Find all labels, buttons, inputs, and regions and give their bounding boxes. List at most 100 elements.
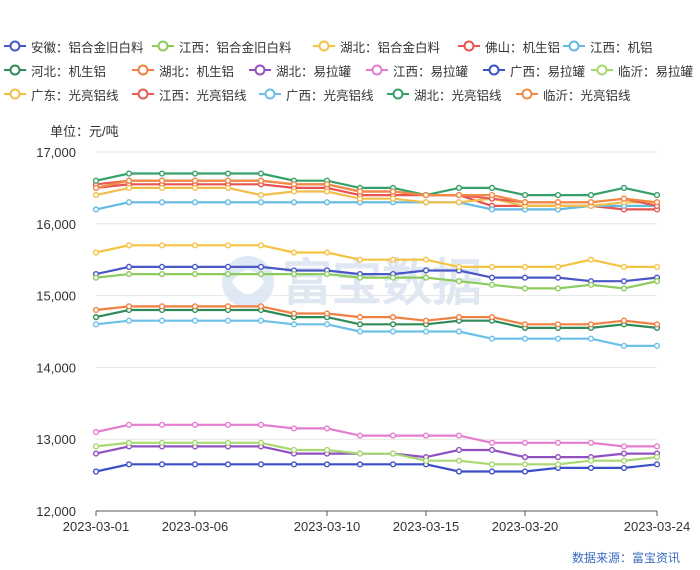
series-line xyxy=(95,186,657,207)
series xyxy=(92,270,661,292)
data-point xyxy=(92,468,100,475)
data-point xyxy=(125,177,133,184)
data-point xyxy=(224,263,232,270)
data-point xyxy=(389,461,397,468)
legend-label: 广西：易拉罐 xyxy=(510,64,586,79)
data-point xyxy=(125,242,133,249)
legend-label: 河北：机生铝 xyxy=(31,64,107,79)
data-point xyxy=(158,461,166,468)
legend-item[interactable]: 湖北：铝合金白料 xyxy=(313,36,440,56)
data-point xyxy=(554,321,562,328)
legend-label: 湖北：易拉罐 xyxy=(276,64,352,79)
legend-label: 江西：易拉罐 xyxy=(393,64,469,79)
data-point xyxy=(620,184,628,192)
data-point xyxy=(653,278,661,285)
legend-item[interactable]: 江西：光亮铝线 xyxy=(132,84,247,104)
data-point xyxy=(290,310,298,317)
legend-line-circle-icon xyxy=(152,40,174,52)
legend-item[interactable]: 河北：机生铝 xyxy=(4,60,106,80)
data-point xyxy=(224,242,232,249)
data-point xyxy=(422,457,430,464)
series-line xyxy=(95,201,657,211)
data-point xyxy=(224,439,232,446)
legend-item[interactable]: 湖北：机生铝 xyxy=(132,60,234,80)
data-point xyxy=(257,177,265,184)
data-point xyxy=(158,199,166,206)
legend-item[interactable]: 广东：光亮铝线 xyxy=(4,84,119,104)
data-point xyxy=(653,443,661,450)
data-point xyxy=(587,439,595,446)
data-point xyxy=(488,191,496,199)
legend-item[interactable]: 佛山：机生铝 xyxy=(458,36,560,56)
series-line xyxy=(95,308,658,329)
data-point xyxy=(356,321,364,328)
data-point xyxy=(323,310,331,317)
data-point xyxy=(521,285,529,292)
legend-item[interactable]: 临沂：易拉罐 xyxy=(591,60,693,80)
legend-label: 湖北：光亮铝线 xyxy=(414,88,502,103)
data-point xyxy=(653,321,661,328)
data-point xyxy=(356,274,364,281)
data-point xyxy=(389,314,397,321)
data-point xyxy=(191,184,199,192)
data-point xyxy=(290,461,298,468)
data-source-note: 数据来源：富宝资讯 xyxy=(571,551,680,565)
y-tick-label: 15,000 xyxy=(36,289,76,304)
legend-label: 佛山：机生铝 xyxy=(485,40,561,55)
data-point xyxy=(521,335,529,342)
legend-label: 江西：铝合金旧白料 xyxy=(179,40,292,55)
data-point xyxy=(587,335,595,342)
legend-item[interactable]: 江西：机铝 xyxy=(563,36,653,56)
data-point xyxy=(257,421,265,428)
data-point xyxy=(389,328,397,335)
data-point xyxy=(389,432,397,439)
data-point xyxy=(125,184,133,192)
legend-item[interactable]: 广西：光亮铝线 xyxy=(259,84,374,104)
data-point xyxy=(158,303,166,310)
data-point xyxy=(455,199,463,206)
data-point xyxy=(389,321,397,328)
data-point xyxy=(521,199,529,206)
data-point xyxy=(158,270,166,278)
data-point xyxy=(224,317,232,324)
data-point xyxy=(521,263,529,270)
data-point xyxy=(488,274,496,281)
data-point xyxy=(191,263,199,270)
data-point xyxy=(422,267,430,274)
data-point xyxy=(389,195,397,202)
legend-line-circle-icon xyxy=(458,40,480,52)
data-point xyxy=(488,281,496,288)
legend-item[interactable]: 江西：铝合金旧白料 xyxy=(152,36,292,56)
data-point xyxy=(356,195,364,202)
legend-item[interactable]: 广西：易拉罐 xyxy=(483,60,585,80)
legend-item[interactable]: 安徽：铝合金旧白料 xyxy=(4,36,144,56)
legend-label: 湖北：机生铝 xyxy=(159,64,235,79)
data-point xyxy=(158,170,166,177)
legend-item[interactable]: 湖北：光亮铝线 xyxy=(387,84,502,104)
data-point xyxy=(389,188,397,195)
data-point xyxy=(455,314,463,321)
series xyxy=(92,177,661,209)
data-point xyxy=(224,184,232,192)
data-point xyxy=(224,303,232,310)
data-point xyxy=(92,206,100,213)
data-point xyxy=(257,191,265,199)
watermark-text: 富宝数据 xyxy=(282,254,482,312)
data-point xyxy=(191,317,199,324)
data-point xyxy=(125,317,133,324)
data-point xyxy=(455,457,463,464)
series-line xyxy=(95,463,658,473)
legend-item[interactable]: 湖北：易拉罐 xyxy=(249,60,351,80)
legend-line-circle-icon xyxy=(4,88,26,100)
data-point xyxy=(125,199,133,206)
data-point xyxy=(488,461,496,468)
data-point xyxy=(653,199,661,206)
data-point xyxy=(191,170,199,177)
data-point xyxy=(554,454,562,461)
data-point xyxy=(422,256,430,263)
series xyxy=(92,177,661,206)
legend-item[interactable]: 临沂：光亮铝线 xyxy=(516,84,631,104)
legend-item[interactable]: 江西：易拉罐 xyxy=(366,60,468,80)
data-point xyxy=(92,321,100,328)
data-point xyxy=(224,177,232,184)
